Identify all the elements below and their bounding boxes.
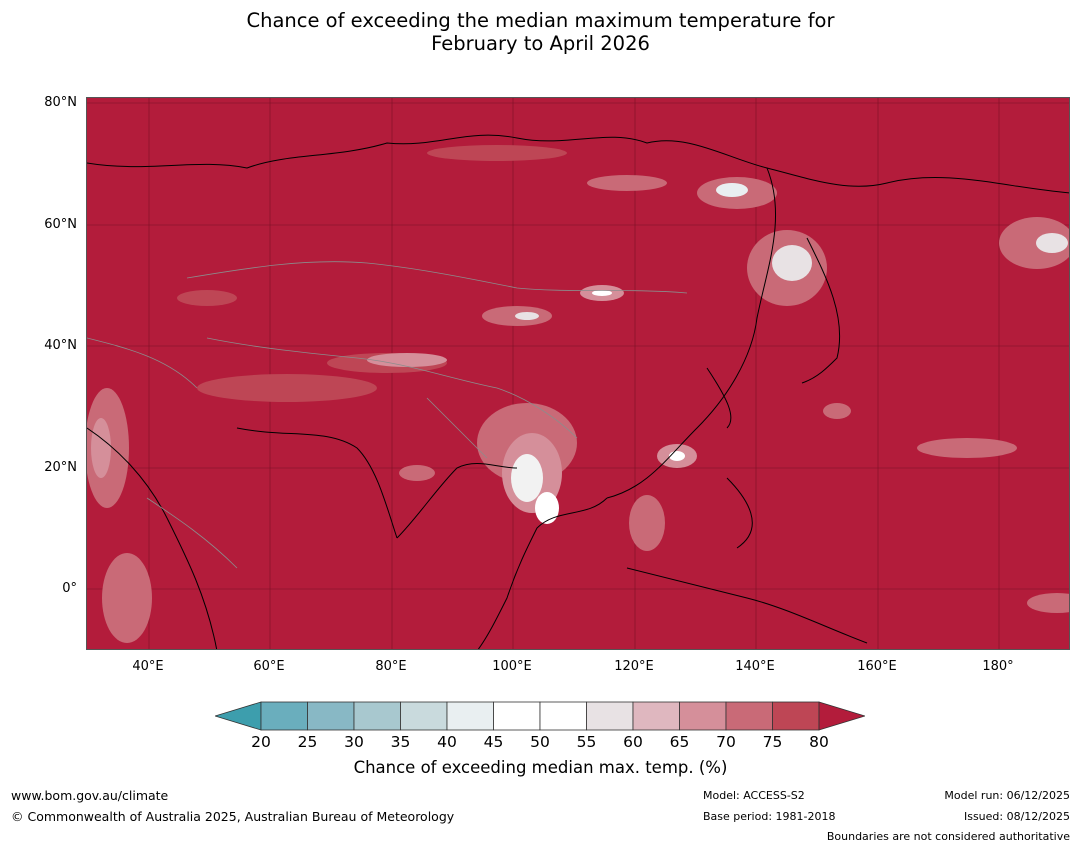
- footer-url: www.bom.gov.au/climate: [11, 788, 169, 803]
- colorbar-segment: [493, 701, 541, 731]
- colorbar-tick-label: 25: [297, 733, 318, 751]
- lon-label-140e: 140°E: [735, 659, 775, 674]
- colorbar-extend-high: [818, 701, 865, 731]
- colorbar-segment: [400, 701, 448, 731]
- lon-label-100e: 100°E: [492, 659, 532, 674]
- colorbar-segment: [446, 701, 494, 731]
- footer-model-run: Model run: 06/12/2025: [944, 789, 1070, 802]
- lat-label-80n: 80°N: [44, 95, 77, 110]
- probability-map: [86, 97, 1070, 650]
- colorbar-segment: [539, 701, 587, 731]
- colorbar-tick-label: 70: [716, 733, 736, 751]
- colorbar-segment: [260, 701, 308, 731]
- lon-label-180: 180°: [982, 659, 1014, 674]
- colorbar: [215, 701, 865, 731]
- colorbar-tick-label: 35: [390, 733, 411, 751]
- lon-label-120e: 120°E: [614, 659, 654, 674]
- lon-label-80e: 80°E: [375, 659, 407, 674]
- colorbar-title: Chance of exceeding median max. temp. (%…: [353, 758, 728, 777]
- lon-label-160e: 160°E: [857, 659, 897, 674]
- map-title-line2: February to April 2026: [431, 32, 650, 55]
- colorbar-segment: [679, 701, 727, 731]
- footer-base-period: Base period: 1981-2018: [703, 810, 836, 823]
- footer-issued: Issued: 08/12/2025: [963, 810, 1070, 823]
- colorbar-tick-label: 50: [530, 733, 550, 751]
- lat-label-40n: 40°N: [44, 338, 77, 353]
- colorbar-segment: [307, 701, 355, 731]
- colorbar-extend-low: [215, 701, 262, 731]
- colorbar-tick-label: 65: [669, 733, 690, 751]
- lon-label-40e: 40°E: [132, 659, 164, 674]
- colorbar-segment: [772, 701, 820, 731]
- colorbar-segment: [353, 701, 401, 731]
- colorbar-tick-label: 75: [762, 733, 783, 751]
- lat-label-60n: 60°N: [44, 217, 77, 232]
- colorbar-tick-label: 20: [251, 733, 271, 751]
- colorbar-tick-label: 40: [437, 733, 457, 751]
- map-gridlines: [87, 98, 1069, 649]
- colorbar-tick-label: 60: [623, 733, 643, 751]
- colorbar-tick-label: 55: [576, 733, 597, 751]
- colorbar-segment: [725, 701, 773, 731]
- probability-patches: [87, 145, 1069, 643]
- footer-model: Model: ACCESS-S2: [703, 789, 805, 802]
- map-layer: [87, 98, 1069, 649]
- colorbar-segment: [632, 701, 680, 731]
- coastlines: [87, 134, 1069, 649]
- footer-disclaimer: Boundaries are not considered authoritat…: [826, 830, 1070, 843]
- map-title-line1: Chance of exceeding the median maximum t…: [246, 9, 835, 32]
- country-borders: [87, 261, 688, 569]
- lat-label-20n: 20°N: [44, 460, 77, 475]
- lon-label-60e: 60°E: [253, 659, 285, 674]
- colorbar-tick-label: 30: [344, 733, 364, 751]
- colorbar-tick-label: 80: [809, 733, 829, 751]
- map-title: Chance of exceeding the median maximum t…: [0, 9, 1081, 55]
- footer-copyright: © Commonwealth of Australia 2025, Austra…: [11, 809, 455, 824]
- colorbar-segment: [586, 701, 634, 731]
- colorbar-tick-label: 45: [483, 733, 504, 751]
- lat-label-0: 0°: [62, 581, 77, 596]
